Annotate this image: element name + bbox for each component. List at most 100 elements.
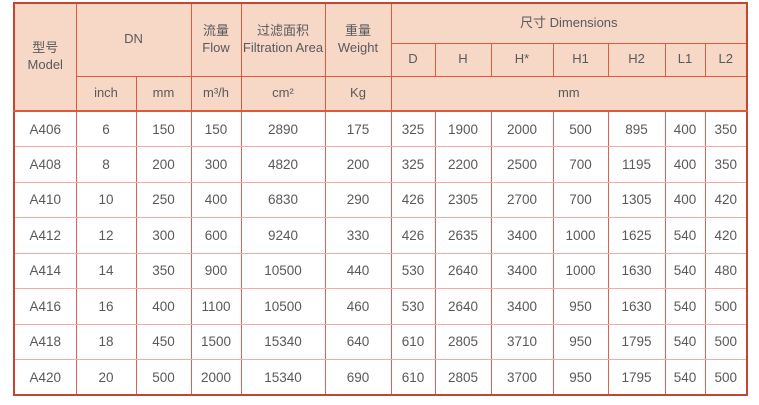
value-cell: 2000: [490, 110, 554, 147]
unit-mm: mm: [135, 75, 192, 112]
value-cell: 3710: [490, 323, 554, 360]
table-header: 型号 Model DN 流量 Flow 过滤面积 Filtration Area…: [13, 2, 748, 112]
col-header-flow-en: Flow: [202, 39, 230, 55]
model-cell: A410: [13, 181, 77, 218]
value-cell: 1795: [607, 323, 666, 360]
value-cell: 200: [324, 146, 392, 183]
value-cell: 530: [390, 252, 436, 289]
value-cell: 530: [390, 288, 436, 325]
value-cell: 150: [190, 110, 242, 147]
value-cell: 6: [75, 110, 137, 147]
value-cell: 2635: [434, 217, 492, 254]
value-cell: 2000: [190, 359, 242, 396]
value-cell: 400: [664, 146, 706, 183]
value-cell: 1000: [552, 217, 609, 254]
value-cell: 1630: [607, 252, 666, 289]
value-cell: 400: [190, 181, 242, 218]
table-row: A406 6 150 150 2890 175 325 1900 2000 500 895 400 35…: [13, 110, 748, 147]
value-cell: 15340: [240, 323, 326, 360]
value-cell: 350: [704, 110, 748, 147]
value-cell: 2700: [490, 181, 554, 218]
value-cell: 1195: [607, 146, 666, 183]
value-cell: 350: [135, 252, 192, 289]
value-cell: 6830: [240, 181, 326, 218]
col-header-h-star: H*: [490, 42, 554, 77]
value-cell: 610: [390, 359, 436, 396]
value-cell: 895: [607, 110, 666, 147]
value-cell: 900: [190, 252, 242, 289]
value-cell: 3700: [490, 359, 554, 396]
value-cell: 420: [704, 217, 748, 254]
table-row: A410 10 250 400 6830 290 426 2305 2700 700 1305 400…: [13, 181, 748, 218]
value-cell: 690: [324, 359, 392, 396]
table-row: A412 12 300 600 9240 330 426 2635 3400 1000 1625 54…: [13, 217, 748, 254]
value-cell: 540: [664, 359, 706, 396]
value-cell: 440: [324, 252, 392, 289]
value-cell: 2890: [240, 110, 326, 147]
value-cell: 540: [664, 288, 706, 325]
value-cell: 330: [324, 217, 392, 254]
col-header-h: H: [434, 42, 492, 77]
value-cell: 175: [324, 110, 392, 147]
col-header-model-cn: 型号: [32, 40, 59, 56]
col-header-flow: 流量 Flow: [190, 2, 242, 77]
value-cell: 9240: [240, 217, 326, 254]
value-cell: 640: [324, 323, 392, 360]
value-cell: 540: [664, 323, 706, 360]
value-cell: 290: [324, 181, 392, 218]
header-row-units: inch mm m³/h cm² Kg mm: [14, 75, 748, 112]
value-cell: 1305: [607, 181, 666, 218]
model-cell: A416: [13, 288, 77, 325]
value-cell: 12: [75, 217, 137, 254]
value-cell: 426: [390, 217, 436, 254]
value-cell: 3400: [490, 252, 554, 289]
table-row: A418 18 450 1500 15340 640 610 2805 3710 950 1795 5…: [13, 323, 748, 360]
value-cell: 1500: [190, 323, 242, 360]
unit-inch: inch: [75, 75, 137, 112]
table-body: A406 6 150 150 2890 175 325 1900 2000 500 895 400 35…: [13, 110, 748, 396]
value-cell: 15340: [240, 359, 326, 396]
value-cell: 540: [664, 217, 706, 254]
value-cell: 2640: [434, 288, 492, 325]
value-cell: 18: [75, 323, 137, 360]
value-cell: 10500: [240, 252, 326, 289]
value-cell: 2500: [490, 146, 554, 183]
value-cell: 400: [664, 181, 706, 218]
value-cell: 325: [390, 110, 436, 147]
col-header-h1: H1: [552, 42, 609, 77]
value-cell: 325: [390, 146, 436, 183]
value-cell: 1795: [607, 359, 666, 396]
value-cell: 500: [704, 288, 748, 325]
col-header-filtration-cn: 过滤面积: [256, 22, 309, 38]
header-row-2: D H H* H1 H2 L1 L2: [14, 42, 748, 77]
value-cell: 20: [75, 359, 137, 396]
value-cell: 450: [135, 323, 192, 360]
col-header-l2: L2: [704, 42, 748, 77]
unit-flow: m³/h: [190, 75, 242, 112]
value-cell: 350: [704, 146, 748, 183]
value-cell: 2640: [434, 252, 492, 289]
model-cell: A414: [13, 252, 77, 289]
value-cell: 2805: [434, 323, 492, 360]
value-cell: 2200: [434, 146, 492, 183]
value-cell: 1630: [607, 288, 666, 325]
value-cell: 700: [552, 146, 609, 183]
model-cell: A412: [13, 217, 77, 254]
unit-area: cm²: [240, 75, 326, 112]
col-header-l1: L1: [664, 42, 706, 77]
col-header-filtration-en: Filtration Area: [242, 39, 324, 55]
value-cell: 500: [135, 359, 192, 396]
model-cell: A420: [13, 359, 77, 396]
table-row: A420 20 500 2000 15340 690 610 2805 3700 950 1795 5…: [13, 359, 748, 396]
value-cell: 1000: [552, 252, 609, 289]
value-cell: 1100: [190, 288, 242, 325]
value-cell: 16: [75, 288, 137, 325]
col-header-dn: DN: [75, 2, 192, 77]
col-header-filtration: 过滤面积 Filtration Area: [240, 2, 326, 77]
col-header-weight-en: Weight: [337, 39, 379, 55]
value-cell: 8: [75, 146, 137, 183]
spec-table: 型号 Model DN 流量 Flow 过滤面积 Filtration Area…: [13, 2, 749, 396]
value-cell: 610: [390, 323, 436, 360]
model-cell: A408: [13, 146, 77, 183]
unit-weight: Kg: [324, 75, 392, 112]
